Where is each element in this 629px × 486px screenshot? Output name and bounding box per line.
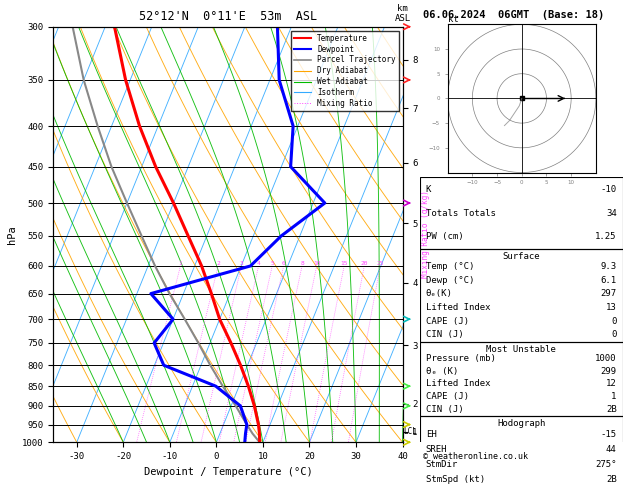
Text: 0: 0 [611, 330, 616, 339]
Text: 06.06.2024  06GMT  (Base: 18): 06.06.2024 06GMT (Base: 18) [423, 10, 604, 20]
Text: 0: 0 [611, 316, 616, 326]
Text: StmDir: StmDir [426, 460, 458, 469]
Text: Totals Totals: Totals Totals [426, 208, 496, 218]
Legend: Temperature, Dewpoint, Parcel Trajectory, Dry Adiabat, Wet Adiabat, Isotherm, Mi: Temperature, Dewpoint, Parcel Trajectory… [291, 31, 399, 111]
Text: 2B: 2B [606, 475, 616, 485]
Text: 34: 34 [606, 208, 616, 218]
Text: © weatheronline.co.uk: © weatheronline.co.uk [423, 452, 528, 461]
Text: EH: EH [426, 430, 437, 438]
Text: -15: -15 [601, 430, 616, 438]
Text: 15: 15 [340, 261, 348, 266]
Text: 52°12'N  0°11'E  53m  ASL: 52°12'N 0°11'E 53m ASL [139, 10, 317, 22]
Y-axis label: hPa: hPa [7, 225, 17, 244]
Text: Mixing Ratio (g/kg): Mixing Ratio (g/kg) [421, 191, 430, 278]
Text: 1: 1 [179, 261, 182, 266]
Text: 20: 20 [360, 261, 368, 266]
Text: 10: 10 [313, 261, 320, 266]
Text: LCL: LCL [403, 427, 417, 436]
Text: CAPE (J): CAPE (J) [426, 316, 469, 326]
Text: 2B: 2B [606, 405, 616, 414]
Text: StmSpd (kt): StmSpd (kt) [426, 475, 485, 485]
Bar [420, 416, 623, 486]
Text: 8: 8 [300, 261, 304, 266]
Text: 4: 4 [257, 261, 260, 266]
Text: 3: 3 [240, 261, 243, 266]
Text: θₑ (K): θₑ (K) [426, 367, 458, 376]
Text: 1000: 1000 [595, 354, 616, 363]
Text: Most Unstable: Most Unstable [486, 345, 556, 354]
Text: K: K [426, 185, 431, 194]
Bar [420, 342, 623, 416]
Text: -10: -10 [601, 185, 616, 194]
Text: kt: kt [448, 15, 459, 24]
Text: 25: 25 [376, 261, 384, 266]
Text: 12: 12 [606, 380, 616, 388]
Text: CIN (J): CIN (J) [426, 330, 464, 339]
Text: 1.25: 1.25 [595, 232, 616, 242]
Text: 5: 5 [270, 261, 274, 266]
Text: Pressure (mb): Pressure (mb) [426, 354, 496, 363]
Text: 275°: 275° [595, 460, 616, 469]
Text: Temp (°C): Temp (°C) [426, 262, 474, 271]
Text: CIN (J): CIN (J) [426, 405, 464, 414]
Text: 1: 1 [611, 392, 616, 401]
Text: km
ASL: km ASL [394, 4, 411, 22]
Text: 2: 2 [216, 261, 220, 266]
Text: 9.3: 9.3 [601, 262, 616, 271]
Text: 297: 297 [601, 289, 616, 298]
Text: Surface: Surface [503, 252, 540, 261]
Text: 299: 299 [601, 367, 616, 376]
Text: Hodograph: Hodograph [497, 419, 545, 428]
Text: CAPE (J): CAPE (J) [426, 392, 469, 401]
Text: 6: 6 [282, 261, 286, 266]
Text: Dewp (°C): Dewp (°C) [426, 276, 474, 284]
Text: θₑ(K): θₑ(K) [426, 289, 452, 298]
Bar [420, 249, 623, 342]
Text: 44: 44 [606, 445, 616, 454]
Text: 13: 13 [606, 303, 616, 312]
Text: Lifted Index: Lifted Index [426, 303, 490, 312]
X-axis label: Dewpoint / Temperature (°C): Dewpoint / Temperature (°C) [143, 467, 313, 477]
Text: 6.1: 6.1 [601, 276, 616, 284]
Text: SREH: SREH [426, 445, 447, 454]
Text: Lifted Index: Lifted Index [426, 380, 490, 388]
Text: PW (cm): PW (cm) [426, 232, 464, 242]
Bar [420, 177, 623, 249]
